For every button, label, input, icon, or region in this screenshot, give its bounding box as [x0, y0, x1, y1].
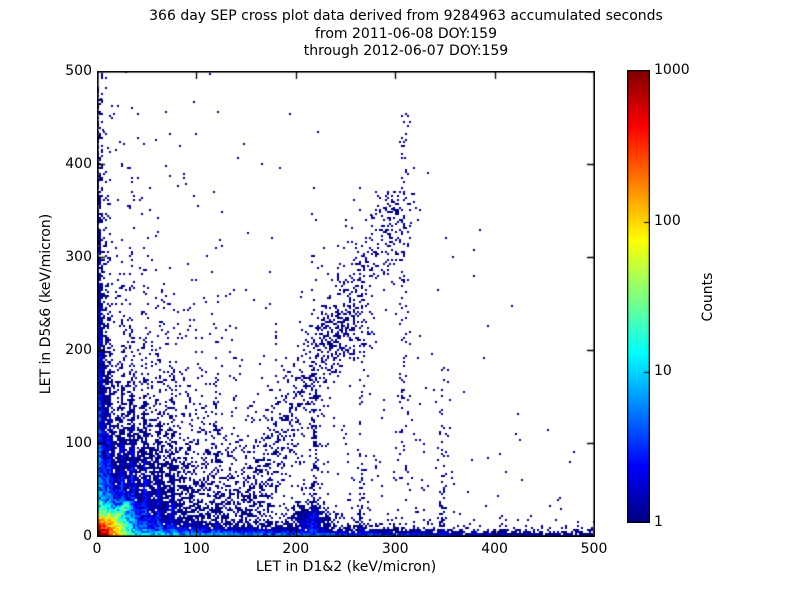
y-tick-label: 200 — [65, 342, 92, 358]
y-tick-label: 300 — [65, 249, 92, 265]
x-tick-label: 300 — [381, 541, 409, 557]
colorbar-tick-label: 100 — [654, 212, 681, 229]
title-line-1: 366 day SEP cross plot data derived from… — [149, 8, 663, 24]
x-tick-label: 0 — [92, 541, 102, 557]
x-tick-label: 100 — [183, 541, 210, 557]
x-axis-label: LET in D1&2 (keV/micron) — [255, 559, 437, 575]
colorbar-tick-label: 1000 — [654, 62, 690, 78]
y-axis-label: LET in D5&6 (keV/micron) — [38, 213, 54, 395]
y-tick-label: 100 — [65, 435, 92, 451]
title-line-3: through 2012-06-07 DOY:159 — [303, 43, 509, 59]
colorbar — [627, 70, 650, 523]
chart-title: 366 day SEP cross plot data derived from… — [149, 8, 663, 61]
title-line-2: from 2011-06-08 DOY:159 — [314, 25, 497, 42]
y-tick-label: 400 — [65, 156, 92, 172]
y-tick-label: 0 — [83, 528, 92, 544]
x-tick-label: 200 — [282, 541, 310, 557]
x-tick-label: 400 — [481, 541, 508, 557]
y-tick-label: 500 — [65, 63, 92, 79]
colorbar-tick-label: 1 — [654, 514, 663, 530]
colorbar-tick-label: 10 — [654, 363, 672, 380]
scatter-plot-canvas — [97, 71, 595, 537]
colorbar-label: Counts — [700, 272, 716, 322]
x-tick-label: 500 — [580, 541, 608, 557]
